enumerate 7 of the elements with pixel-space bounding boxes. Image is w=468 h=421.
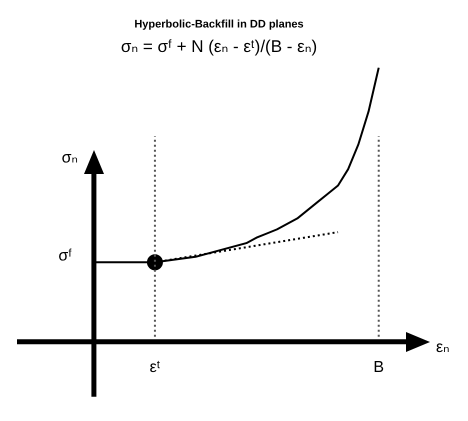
text: σᶠ <box>58 248 72 265</box>
chart-subtitle: σₙ = σᶠ + N (εₙ - εᵗ)/(B - εₙ) <box>120 37 318 56</box>
y-axis-title: σₙ <box>62 149 78 166</box>
x-tick-label: εᵗ <box>150 358 161 376</box>
x-tick-label: B <box>373 358 384 376</box>
chart-title: Hyperbolic-Backfill in DD planes <box>134 18 304 31</box>
x-axis-title: εₙ <box>436 339 450 356</box>
